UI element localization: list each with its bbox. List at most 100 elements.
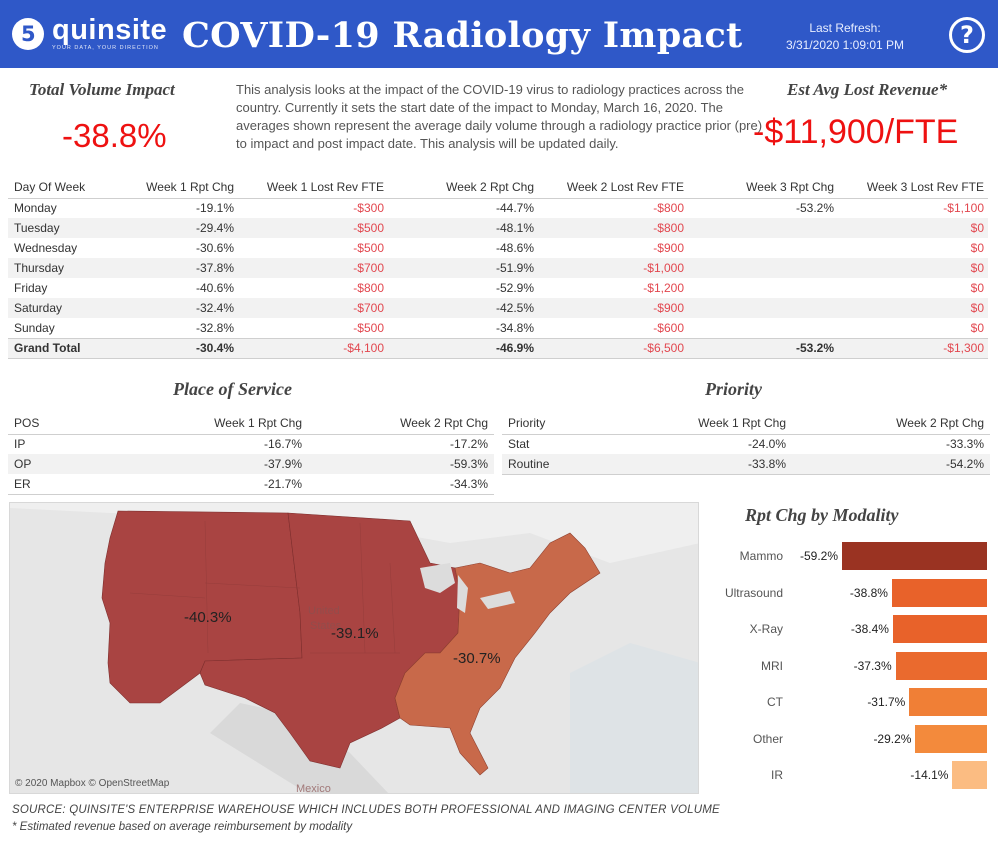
table-cell: Saturday: [14, 301, 63, 315]
region-east-value: -30.7%: [453, 650, 501, 667]
table-row[interactable]: Routine -33.8% -54.2%: [502, 454, 990, 474]
table-row[interactable]: Sunday -32.8% -$500 -34.8% -$600 $0: [8, 318, 988, 338]
table-cell: -48.1%: [495, 221, 534, 235]
table-row[interactable]: Monday -19.1% -$300 -44.7% -$800 -53.2% -$1,10…: [8, 198, 988, 218]
table-row[interactable]: Stat -24.0% -33.3%: [502, 434, 990, 454]
modality-bar[interactable]: [915, 724, 987, 753]
table-cell: [688, 218, 838, 238]
logo-mark-icon: 5: [12, 17, 44, 50]
total-cell: Grand Total: [14, 341, 81, 355]
table-row[interactable]: Thursday -37.8% -$700 -51.9% -$1,000 $0: [8, 258, 988, 278]
table-cell: -$500: [353, 320, 384, 335]
table-cell: -51.9%: [495, 261, 534, 275]
table-cell: Routine: [508, 456, 550, 471]
table-cell: -48.6%: [495, 241, 534, 255]
modality-bar[interactable]: [891, 578, 987, 607]
map-attribution: © 2020 Mapbox © OpenStreetMap: [15, 778, 170, 789]
modality-bar[interactable]: [952, 761, 987, 789]
column-header[interactable]: POS: [14, 415, 40, 430]
table-cell: ER: [14, 476, 31, 491]
table-cell: [688, 298, 838, 318]
modality-chart-title: Rpt Chg by Modality: [745, 505, 899, 525]
column-header[interactable]: Week 3 Lost Rev FTE: [866, 179, 984, 194]
modality-bar[interactable]: [895, 651, 987, 680]
lost-revenue-label: Est Avg Lost Revenue*: [787, 80, 948, 99]
total-cell: -$4,100: [343, 341, 384, 355]
map-canvas: [10, 503, 698, 793]
table-cell: -59.3%: [449, 457, 488, 471]
place-of-service-table: POS Week 1 Rpt Chg Week 2 Rpt Chg IP -16.…: [8, 412, 494, 495]
modality-value-label: -37.3%: [853, 658, 892, 673]
refresh-label: Last Refresh:: [809, 21, 881, 35]
modality-label: Mammo: [739, 549, 783, 563]
table-cell: IP: [14, 437, 26, 452]
modality-label: CT: [767, 695, 783, 709]
table-row[interactable]: IP -16.7% -17.2%: [8, 434, 494, 454]
table-row[interactable]: Tuesday -29.4% -$500 -48.1% -$800 $0: [8, 218, 988, 238]
priority-title: Priority: [705, 379, 762, 399]
table-cell: $0: [970, 221, 984, 235]
column-header[interactable]: Day Of Week: [14, 179, 86, 194]
table-cell: Thursday: [14, 261, 65, 275]
table-cell: -37.8%: [195, 261, 234, 275]
table-cell: -$1,000: [643, 261, 684, 275]
priority-table: Priority Week 1 Rpt Chg Week 2 Rpt Chg S…: [502, 412, 990, 475]
last-refresh: Last Refresh: 3/31/2020 1:09:01 PM: [770, 20, 920, 54]
column-header[interactable]: Priority: [508, 415, 546, 430]
table-row[interactable]: Saturday -32.4% -$700 -42.5% -$900 $0: [8, 298, 988, 318]
column-header[interactable]: Week 2 Rpt Chg: [400, 415, 488, 430]
column-header[interactable]: Week 1 Rpt Chg: [698, 415, 786, 430]
table-cell: -33.3%: [945, 437, 984, 452]
table-cell: [688, 258, 838, 278]
day-of-week-table: Day Of Week Week 1 Rpt Chg Week 1 Lost R…: [8, 176, 988, 359]
modality-bar[interactable]: [909, 688, 987, 716]
table-cell: -$800: [653, 201, 684, 216]
table-header-row: Priority Week 1 Rpt Chg Week 2 Rpt Chg: [502, 412, 990, 434]
column-header[interactable]: Week 1 Lost Rev FTE: [266, 179, 384, 194]
modality-value-label: -38.4%: [850, 622, 889, 636]
modality-bar[interactable]: [892, 615, 987, 643]
table-cell: -$700: [353, 261, 384, 275]
map-country-label: States: [310, 620, 342, 632]
table-cell: -32.8%: [195, 320, 234, 335]
logo-tagline: YOUR DATA, YOUR DIRECTION: [52, 45, 159, 51]
logo-name: quinsite: [52, 14, 168, 46]
table-cell: Friday: [14, 281, 48, 295]
table-row[interactable]: Wednesday -30.6% -$500 -48.6% -$900 $0: [8, 238, 988, 258]
column-header[interactable]: Week 2 Rpt Chg: [896, 415, 984, 430]
total-cell: -46.9%: [495, 341, 534, 355]
revenue-footnote: * Estimated revenue based on average rei…: [12, 821, 353, 833]
column-header[interactable]: Week 3 Rpt Chg: [746, 179, 834, 194]
modality-value-label: -31.7%: [867, 695, 906, 709]
table-cell: -37.9%: [263, 457, 302, 471]
table-cell: -$800: [353, 281, 384, 295]
map-country-label: United: [308, 605, 340, 617]
total-cell: -53.2%: [795, 341, 834, 355]
description-text: This analysis looks at the impact of the…: [236, 82, 763, 151]
region-central-value: -39.1%: [331, 625, 379, 642]
column-header[interactable]: Week 1 Rpt Chg: [214, 415, 302, 430]
lost-revenue-value: -$11,900/FTE: [753, 113, 959, 151]
table-cell: $0: [970, 320, 984, 335]
modality-bar[interactable]: [842, 542, 987, 570]
table-row[interactable]: ER -21.7% -34.3%: [8, 474, 494, 494]
total-cell: -$1,300: [943, 341, 984, 355]
column-header[interactable]: Week 2 Lost Rev FTE: [566, 179, 684, 194]
place-of-service-title: Place of Service: [173, 379, 292, 399]
table-row[interactable]: Friday -40.6% -$800 -52.9% -$1,200 $0: [8, 278, 988, 298]
page-title: COVID-19 Radiology Impact: [182, 15, 743, 56]
table-cell: -$500: [353, 221, 384, 235]
column-header[interactable]: Week 2 Rpt Chg: [446, 179, 534, 194]
grand-total-row[interactable]: Grand Total -30.4% -$4,100 -46.9% -$6,500 -53…: [8, 338, 988, 358]
table-cell: Sunday: [14, 320, 55, 335]
table-cell: -$900: [653, 301, 684, 315]
table-cell: [688, 318, 838, 338]
table-row[interactable]: OP -37.9% -59.3%: [8, 454, 494, 474]
help-icon[interactable]: ?: [949, 17, 985, 53]
column-header[interactable]: Week 1 Rpt Chg: [146, 179, 234, 194]
table-cell: -44.7%: [495, 201, 534, 216]
table-header-row: POS Week 1 Rpt Chg Week 2 Rpt Chg: [8, 412, 494, 434]
us-region-map[interactable]: United States Mexico -40.3% -39.1% -30.7…: [9, 502, 699, 794]
table-cell: Stat: [508, 437, 530, 452]
modality-label: Ultrasound: [724, 585, 783, 600]
